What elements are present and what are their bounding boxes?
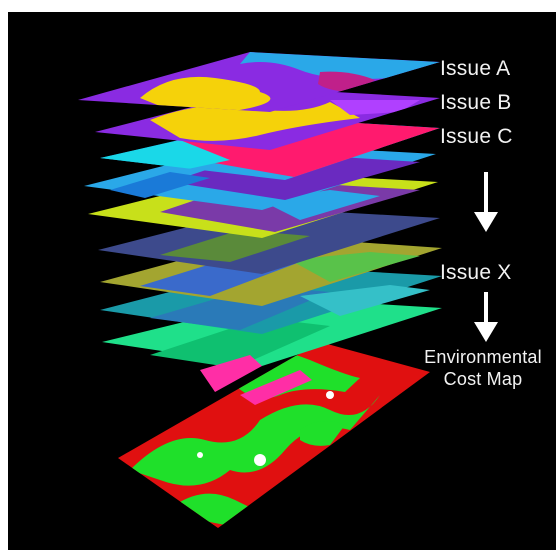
issue-b-label: Issue B (440, 91, 512, 114)
layer-9 (102, 298, 442, 405)
environmental-cost-map-layer (118, 342, 430, 528)
layer-6 (98, 208, 440, 274)
issue-x-label: Issue X (440, 261, 512, 284)
down-arrow-icon (474, 172, 498, 232)
environmental-cost-map-label: Environmental Cost Map (412, 346, 554, 390)
issue-a-label: Issue A (440, 57, 511, 80)
environmental-label-line1: Environmental (424, 347, 542, 367)
environmental-label-line2: Cost Map (443, 369, 523, 389)
issue-c-label: Issue C (440, 125, 513, 148)
down-arrow-icon (474, 292, 498, 342)
